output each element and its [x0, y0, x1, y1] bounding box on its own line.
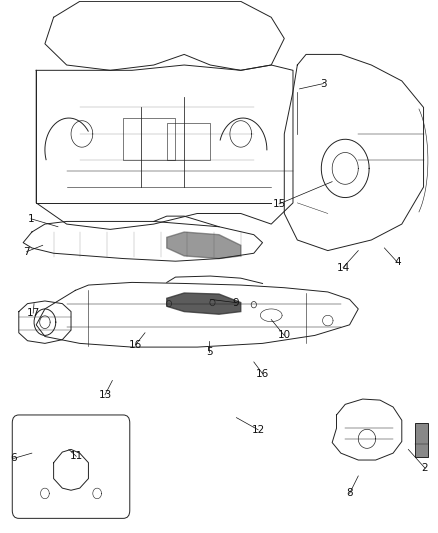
Text: 7: 7 [23, 247, 30, 257]
Text: 16: 16 [129, 340, 142, 350]
Text: 12: 12 [251, 425, 265, 435]
Polygon shape [167, 293, 241, 314]
Text: 11: 11 [70, 451, 83, 462]
Text: 10: 10 [278, 330, 291, 341]
Text: 14: 14 [336, 263, 350, 272]
Text: 9: 9 [232, 297, 239, 308]
Text: 16: 16 [256, 369, 269, 378]
Text: 6: 6 [10, 454, 17, 463]
Text: 3: 3 [320, 78, 327, 88]
Text: 5: 5 [206, 348, 213, 358]
Text: 4: 4 [394, 257, 401, 267]
Text: 15: 15 [272, 199, 286, 209]
Text: 1: 1 [28, 214, 34, 224]
Text: 8: 8 [346, 488, 353, 498]
Bar [415, 423, 428, 457]
Text: 13: 13 [99, 390, 112, 400]
Text: 2: 2 [421, 463, 428, 473]
Text: 17: 17 [27, 308, 40, 318]
Polygon shape [167, 232, 241, 259]
